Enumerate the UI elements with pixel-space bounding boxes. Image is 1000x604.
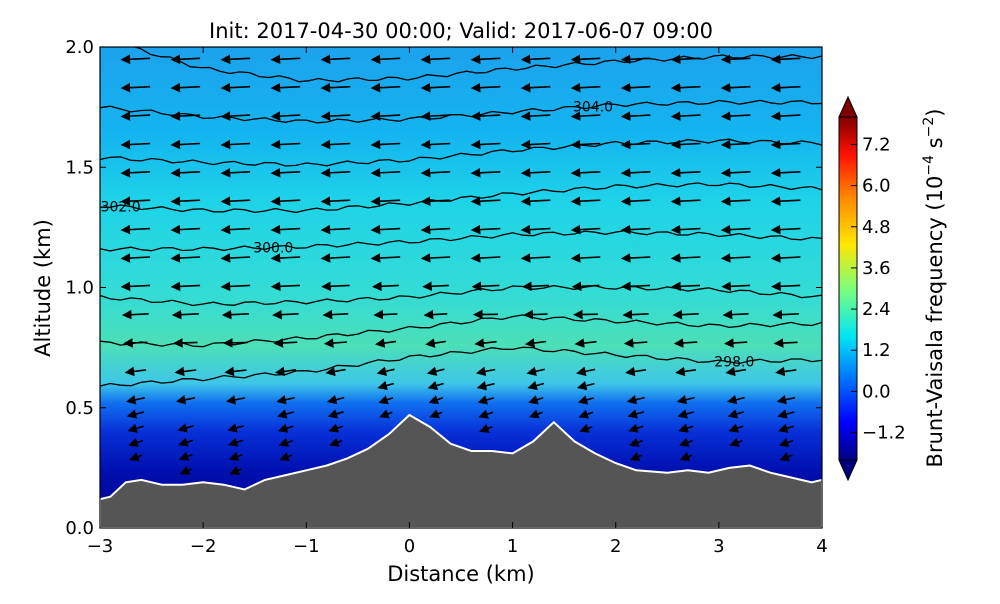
colorbar-extend-top — [839, 97, 857, 117]
colorbar-label: Brunt-Vaisala frequency (10−4 s−2) — [921, 109, 947, 468]
wind-arrow — [525, 314, 548, 315]
y-tick-label: 1.0 — [65, 278, 94, 299]
x-axis-label: Distance (km) — [387, 562, 535, 586]
colorbar-body — [839, 117, 857, 460]
x-tick-label: −3 — [87, 536, 114, 557]
colorbar-tick-label: −1.2 — [862, 423, 906, 444]
colorbar: −1.2 0.0 1.2 2.4 3.6 4.8 6.0 7.2 Brunt-Vaisala … — [839, 97, 947, 480]
x-tick-label: −1 — [293, 536, 320, 557]
y-tick-label: 0.5 — [65, 398, 94, 419]
plot-area — [100, 46, 822, 528]
colorbar-tick-label: 0.0 — [862, 381, 891, 402]
colorbar-tick-label: 3.6 — [862, 258, 891, 279]
y-tick-label: 0.0 — [65, 518, 94, 539]
wind-arrow — [775, 342, 797, 343]
x-tick-label: 0 — [404, 536, 415, 557]
y-axis-label: Altitude (km) — [31, 219, 55, 357]
colorbar-extend-bottom — [839, 460, 857, 480]
colorbar-label-end: ) — [923, 109, 947, 117]
colorbar-label-main: Brunt-Vaisala frequency (10 — [923, 176, 947, 468]
x-tick-label: 4 — [816, 536, 827, 557]
colorbar-label-exp1: −4 — [921, 155, 937, 176]
contour-label: 302.0 — [101, 200, 141, 216]
contour-label: 304.0 — [573, 99, 613, 115]
colorbar-label-mid: s — [923, 137, 947, 155]
wind-arrow — [375, 314, 397, 315]
colorbar-tick-label: 7.2 — [862, 134, 891, 155]
x-tick-label: 1 — [507, 536, 518, 557]
x-tick-label: 2 — [610, 536, 621, 557]
colorbar-label-exp2: −2 — [921, 117, 937, 138]
x-tick-label: 3 — [713, 536, 724, 557]
colorbar-tick-label: 1.2 — [862, 340, 891, 361]
colorbar-ticks: −1.2 0.0 1.2 2.4 3.6 4.8 6.0 7.2 — [851, 134, 906, 443]
x-tick-label: −2 — [190, 536, 217, 557]
y-tick-label: 2.0 — [65, 37, 94, 58]
contour-label: 298.0 — [714, 355, 754, 371]
chart-title: Init: 2017-04-30 00:00; Valid: 2017-06-0… — [209, 19, 713, 43]
contour-label: 300.0 — [253, 240, 293, 256]
y-tick-label: 1.5 — [65, 157, 94, 178]
colorbar-tick-label: 4.8 — [862, 217, 891, 238]
colorbar-tick-label: 6.0 — [862, 176, 891, 197]
colorbar-tick-label: 2.4 — [862, 299, 891, 320]
wind-arrow — [575, 314, 598, 315]
